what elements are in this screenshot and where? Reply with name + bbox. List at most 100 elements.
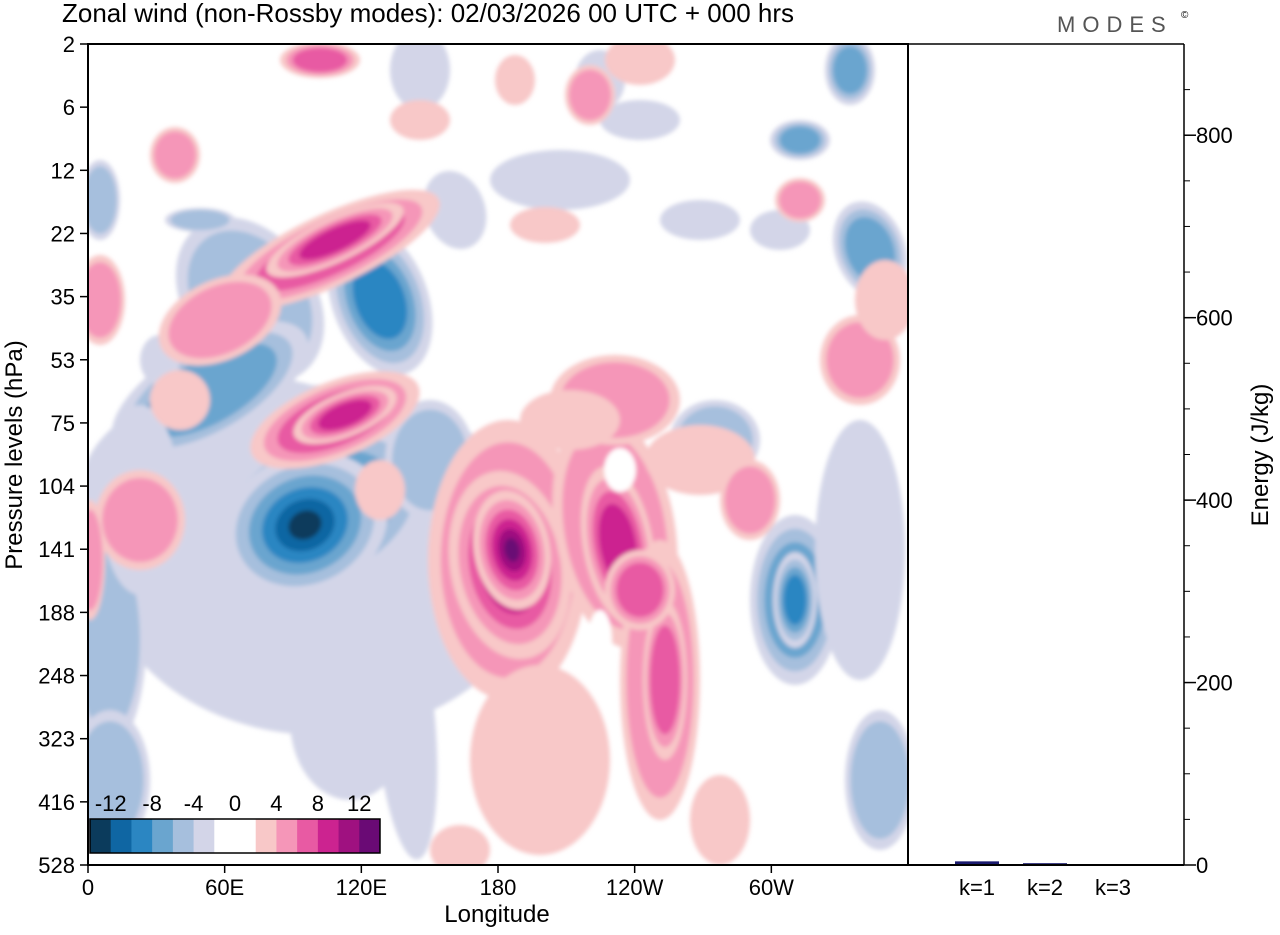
positive-wind-contour [495, 55, 535, 105]
y-tick-label: 528 [38, 853, 75, 878]
x-axis-ticks: 0 60E 120E 180 120W 60W [82, 865, 794, 900]
colorbar-swatch [110, 819, 132, 853]
zero-contour-hole [588, 610, 612, 670]
positive-wind-contour [88, 509, 103, 611]
x-tick-label: 120W [606, 875, 664, 900]
positive-wind-contour [724, 466, 776, 534]
negative-wind-contour [288, 510, 322, 540]
positive-wind-contour [605, 44, 675, 85]
colorbar-swatch [297, 819, 319, 853]
energy-tick-label: 200 [1196, 671, 1233, 696]
colorbar-tick-label: -12 [95, 791, 127, 816]
energy-axis-label: Energy (J/kg) [1247, 384, 1274, 527]
colorbar-swatch [193, 819, 215, 853]
colorbar-tick-label: 4 [270, 791, 282, 816]
energy-bar-label: k=2 [1027, 875, 1063, 900]
y-tick-label: 2 [63, 32, 75, 57]
negative-wind-contour [290, 640, 410, 800]
positive-wind-contour [88, 262, 121, 338]
x-tick-label: 120E [336, 875, 387, 900]
negative-wind-contour [352, 260, 408, 340]
positive-wind-contour [168, 281, 272, 359]
y-tick-label: 75 [51, 411, 75, 436]
energy-bar-panel: 0 200 400 600 800 k=1 k=2 k=3 [955, 89, 1233, 900]
y-tick-label: 141 [38, 537, 75, 562]
energy-bar-label: k=3 [1095, 875, 1131, 900]
logo-mark: © [1181, 10, 1189, 21]
colorbar-frame [89, 818, 381, 854]
positive-wind-contour [150, 370, 210, 430]
negative-wind-contour [779, 126, 821, 154]
positive-wind-contour [390, 100, 450, 140]
colorbar-swatch [338, 819, 360, 853]
positive-wind-contour [826, 322, 894, 398]
energy-tick-label: 0 [1196, 853, 1208, 878]
x-tick-label: 60W [749, 875, 794, 900]
colorbar-swatch [255, 819, 277, 853]
colorbar-swatch [359, 819, 381, 853]
y-axis-ticks: 2 6 12 22 35 53 75 104 141 188 248 323 416 528 [38, 32, 88, 878]
colorbar-tick-label: 8 [312, 791, 324, 816]
positive-wind-contour [299, 220, 371, 260]
x-tick-label: 0 [82, 875, 94, 900]
y-axis-label: Pressure levels (hPa) [1, 340, 28, 569]
y-tick-label: 188 [38, 600, 75, 625]
negative-wind-contour [815, 420, 905, 680]
negative-wind-contour [850, 721, 908, 839]
colorbar-tick-label: -8 [142, 791, 162, 816]
colorbar-swatch [235, 819, 257, 853]
negative-wind-contour [600, 100, 680, 140]
colorbar-swatch [172, 819, 195, 853]
x-tick-label: 180 [480, 875, 517, 900]
negative-wind-contour [660, 200, 740, 240]
positive-wind-contour [569, 69, 611, 121]
colorbar-tick-label: -4 [184, 791, 204, 816]
energy-bar [955, 861, 999, 865]
positive-wind-contour [650, 625, 680, 735]
x-axis-label: Longitude [444, 901, 549, 928]
negative-wind-contour [88, 721, 144, 839]
negative-wind-contour [390, 44, 450, 110]
positive-wind-contour [690, 775, 750, 865]
y-tick-label: 53 [51, 348, 75, 373]
positive-wind-contour [292, 47, 348, 73]
modes-logo: MODES [1057, 12, 1173, 37]
positive-wind-contour [520, 390, 620, 450]
heatmap-contours [88, 44, 908, 865]
colorbar-tick-label: 12 [347, 791, 371, 816]
positive-wind-contour [470, 665, 610, 855]
positive-wind-contour [616, 562, 664, 618]
y-tick-label: 6 [63, 95, 75, 120]
y-tick-label: 104 [38, 474, 75, 499]
colorbar-tick-labels: -12 -8 -4 0 4 8 12 [95, 791, 372, 816]
y-tick-label: 323 [38, 727, 75, 752]
colorbar [90, 819, 381, 853]
energy-tick-label: 800 [1196, 123, 1233, 148]
positive-wind-contour [510, 207, 580, 243]
colorbar-swatch [131, 819, 153, 853]
positive-wind-contour [855, 260, 908, 340]
energy-tick-label: 600 [1196, 306, 1233, 331]
energy-tick-label: 400 [1196, 488, 1233, 513]
positive-wind-contour [154, 131, 196, 179]
x-tick-label: 60E [205, 875, 244, 900]
positive-wind-contour [102, 478, 178, 562]
negative-wind-contour [833, 46, 867, 94]
colorbar-swatch [152, 819, 174, 853]
colorbar-swatch [90, 819, 112, 853]
heatmap-frame [87, 43, 909, 866]
colorbar-swatch [317, 819, 340, 853]
y-tick-label: 35 [51, 285, 75, 310]
colorbar-swatch [214, 819, 236, 853]
y-tick-label: 248 [38, 664, 75, 689]
negative-wind-contour [170, 209, 230, 231]
y-tick-label: 12 [51, 158, 75, 183]
positive-wind-contour [355, 460, 405, 520]
negative-wind-contour [490, 150, 630, 210]
chart-title: Zonal wind (non-Rossby modes): 02/03/202… [62, 0, 794, 28]
colorbar-tick-label: 0 [229, 791, 241, 816]
negative-wind-contour [88, 166, 117, 234]
colorbar-swatch [276, 819, 298, 853]
negative-wind-contour [783, 575, 807, 625]
